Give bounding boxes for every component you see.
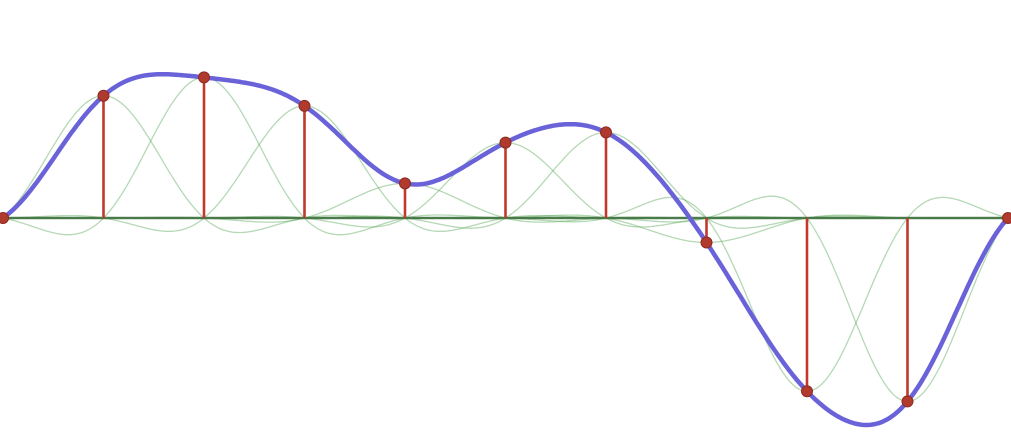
reconstructed-signal-line [0, 71, 1011, 428]
sample-stems-group [102, 77, 909, 402]
sample-point-8 [801, 385, 813, 398]
sinc-kernel-8 [3, 196, 1009, 392]
sinc-kernel-9 [3, 195, 1009, 403]
sample-point-2 [198, 71, 210, 84]
sample-point-3 [298, 99, 311, 112]
sample-point-7 [700, 236, 713, 249]
sample-point-9 [901, 395, 914, 408]
reconstructed-signal-group [0, 71, 1011, 428]
sample-point-4 [399, 177, 411, 190]
sample-point-6 [600, 126, 612, 139]
sample-point-5 [499, 136, 512, 149]
sample-point-10 [1002, 212, 1011, 225]
sample-point-0 [0, 212, 9, 225]
sample-point-1 [97, 89, 110, 102]
sample-points-group [0, 71, 1011, 408]
sinc-kernels-group [2, 76, 1009, 403]
